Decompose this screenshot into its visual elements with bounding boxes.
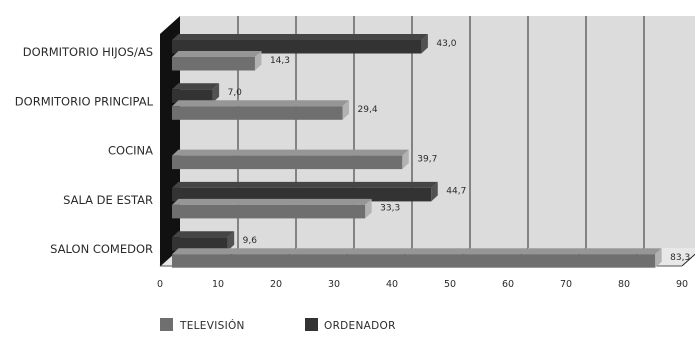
- television-bar: [172, 106, 343, 120]
- television-value-label: 29,4: [358, 105, 378, 115]
- x-tick-label: 20: [270, 279, 282, 290]
- ordenador-bar-side: [227, 231, 235, 251]
- x-tick-label: 70: [560, 279, 572, 290]
- x-tick-label: 40: [386, 279, 398, 290]
- ordenador-bar: [172, 237, 228, 251]
- television-bar-side: [365, 198, 372, 219]
- ordenador-value-label: 9,6: [243, 236, 258, 246]
- television-bar-top: [172, 198, 372, 205]
- x-tick-label: 30: [328, 279, 340, 290]
- x-tick-label: 0: [157, 279, 163, 290]
- television-value-label: 14,3: [270, 56, 290, 66]
- television-value-label: 39,7: [417, 154, 437, 164]
- x-tick-label: 80: [618, 279, 630, 290]
- ordenador-value-label: 7,0: [228, 88, 243, 98]
- legend-label-ordenador: ORDENADOR: [324, 320, 396, 332]
- television-bar-side: [655, 248, 662, 268]
- x-tick-label: 60: [502, 279, 514, 290]
- x-tick-label: 50: [444, 279, 456, 290]
- category-label: SALON COMEDOR: [50, 242, 153, 256]
- ordenador-value-label: 43,0: [436, 39, 456, 49]
- legend-swatch-ordenador: [305, 318, 318, 331]
- television-bar-top: [172, 149, 409, 156]
- category-label: DORMITORIO PRINCIPAL: [15, 94, 154, 108]
- television-value-label: 33,3: [380, 204, 400, 214]
- x-tick-label: 90: [676, 279, 688, 290]
- ordenador-bar-top: [172, 83, 220, 90]
- television-bar: [172, 57, 255, 71]
- category-label: COCINA: [108, 144, 153, 158]
- ordenador-bar-top: [172, 34, 428, 40]
- television-value-label: 83,3: [670, 253, 690, 263]
- television-bar: [172, 155, 403, 170]
- television-bar: [172, 254, 656, 268]
- ordenador-bar-top: [172, 231, 235, 238]
- ordenador-bar: [172, 187, 432, 202]
- television-bar-side: [342, 100, 350, 120]
- category-label: SALA DE ESTAR: [63, 193, 153, 207]
- x-tick-label: 10: [212, 279, 224, 290]
- legend-swatch-television: [160, 318, 173, 331]
- television-bar: [172, 204, 366, 219]
- ordenador-bar-side: [212, 83, 220, 103]
- ordenador-bar: [172, 40, 422, 54]
- category-label: DORMITORIO HIJOS/AS: [23, 45, 153, 59]
- ordenador-bar-side: [431, 181, 438, 202]
- ordenador-bar-top: [172, 181, 438, 188]
- ordenador-bar: [172, 89, 213, 103]
- ordenador-bar-side: [421, 34, 428, 54]
- ordenador-value-label: 44,7: [446, 187, 466, 197]
- television-bar-side: [254, 51, 262, 71]
- television-bar-top: [172, 100, 350, 107]
- television-bar-top: [172, 248, 662, 255]
- floor-grid-line: [681, 253, 695, 267]
- television-bar-top: [172, 51, 262, 57]
- legend-label-television: TELEVISIÓN: [179, 319, 245, 332]
- television-bar-side: [402, 149, 409, 170]
